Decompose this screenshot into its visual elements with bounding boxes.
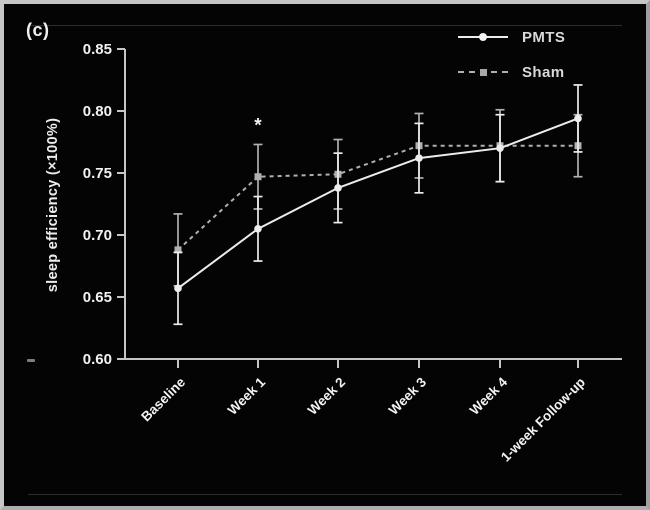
marker-circle-pmts: [415, 154, 423, 162]
faint-rule-bottom: [28, 494, 622, 495]
x-tick-label: Baseline: [138, 374, 188, 424]
square-marker-icon: [479, 69, 487, 76]
marker-circle-pmts: [334, 184, 342, 192]
y-tick-label: 0.75: [83, 165, 112, 182]
y-tick-label: 0.65: [83, 289, 112, 306]
series-line-sham: [177, 144, 578, 251]
significance-asterisk: *: [254, 116, 262, 137]
series-line-pmts: [177, 117, 579, 290]
marker-square-sham: [254, 173, 262, 181]
x-tick-label: Week 1: [225, 374, 269, 418]
faint-rule-top: [28, 25, 622, 26]
y-tick-label: 0.80: [83, 103, 112, 120]
x-tick-label: Week 3: [386, 374, 430, 418]
marker-square-sham: [174, 246, 182, 254]
sham-line-sample: [458, 69, 508, 76]
legend-item-sham: Sham: [458, 63, 565, 81]
legend-item-pmts: PMTS: [458, 28, 566, 46]
y-tick-label: 0.70: [83, 227, 112, 244]
pmts-line-sample: [458, 33, 508, 41]
stray-tick-mark: [27, 359, 35, 362]
panel-label: (c): [26, 20, 50, 40]
circle-marker-icon: [479, 33, 487, 41]
x-tick-label: Week 4: [467, 374, 511, 418]
y-tick-label: 0.85: [83, 41, 112, 58]
marker-circle-pmts: [254, 225, 262, 233]
x-tick-label: 1-week Follow-up: [498, 375, 588, 465]
y-tick-label: 0.60: [83, 351, 112, 368]
marker-circle-pmts: [574, 114, 582, 123]
legend-label-sham: Sham: [522, 63, 565, 81]
marker-circle-pmts: [496, 144, 504, 152]
x-tick-label: Week 2: [305, 375, 348, 418]
legend-label-pmts: PMTS: [522, 28, 566, 46]
marker-circle-pmts: [174, 284, 182, 293]
